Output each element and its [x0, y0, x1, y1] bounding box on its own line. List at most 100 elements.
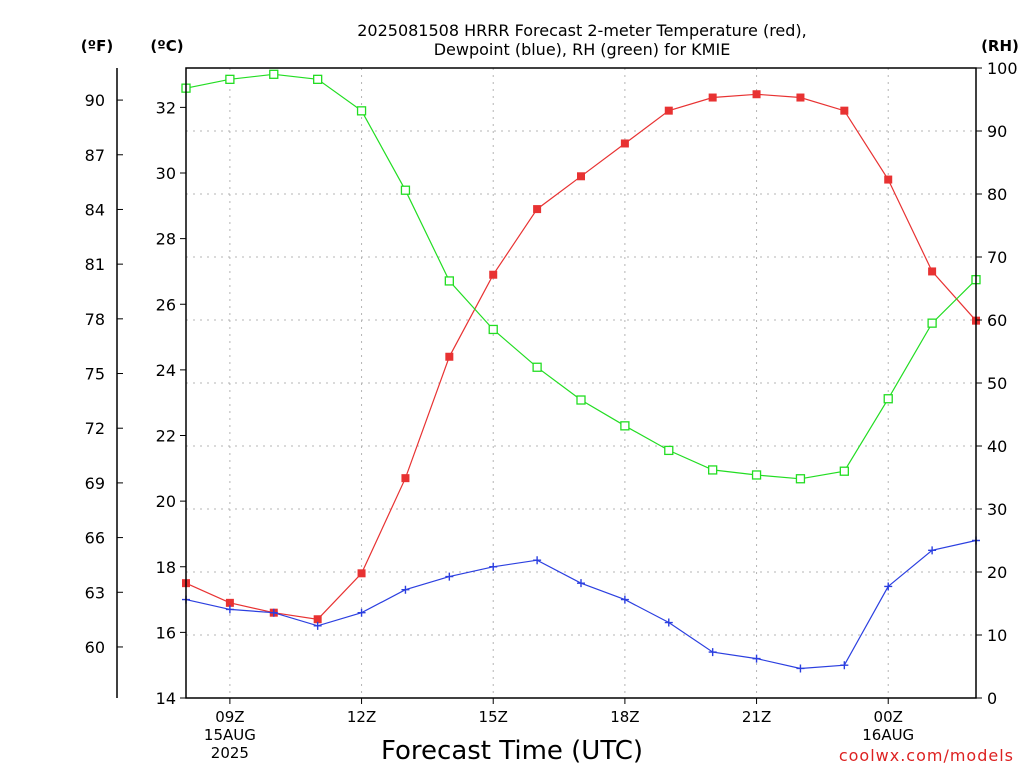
temperature-point: [840, 106, 849, 115]
chart-title-line2: Dewpoint (blue), RH (green) for KMIE: [434, 40, 731, 59]
rh-tick-label: 70: [987, 248, 1007, 267]
rh-point: [576, 395, 586, 405]
dewpoint-point: [796, 664, 805, 673]
temperature-point: [357, 569, 366, 578]
rh-point: [488, 324, 498, 335]
series-layer: [181, 69, 981, 673]
rh-point: [225, 74, 235, 84]
rh-line: [185, 73, 977, 480]
celsius-tick-label: 28: [156, 230, 176, 249]
x-tick-label: 00Z: [874, 708, 903, 726]
rh-point: [751, 470, 762, 480]
rh-point: [356, 106, 367, 116]
rh-tick-label: 40: [987, 437, 1007, 456]
unit-celsius: (ºC): [150, 37, 183, 55]
rh-tick-label: 30: [987, 500, 1007, 519]
temperature-point: [577, 172, 585, 181]
x-date-label: 16AUG: [862, 726, 914, 744]
temperature-point: [313, 615, 322, 624]
rh-tick-label: 100: [987, 59, 1018, 78]
unit-fahrenheit: (ºF): [81, 37, 113, 55]
watermark: coolwx.com/models: [839, 746, 1014, 765]
rh-tick-label: 90: [987, 122, 1007, 141]
fahrenheit-tick-label: 66: [85, 529, 105, 548]
grid: [186, 68, 976, 698]
fahrenheit-tick-label: 60: [85, 638, 105, 657]
temperature-point: [664, 106, 673, 115]
x-axis-title: Forecast Time (UTC): [381, 736, 643, 766]
dewpoint-point: [840, 661, 849, 670]
dewpoint-point: [664, 618, 673, 627]
celsius-tick-label: 24: [156, 361, 176, 380]
rh-point: [795, 474, 806, 484]
rh-point: [269, 69, 279, 79]
dewpoint-point: [884, 582, 893, 591]
dewpoint-point: [928, 546, 937, 555]
x-tick-label: 18Z: [610, 708, 639, 726]
fahrenheit-tick-label: 69: [85, 474, 105, 493]
unit-rh: (RH): [981, 37, 1019, 55]
temperature-point: [489, 270, 498, 279]
dewpoint-point: [752, 654, 761, 663]
celsius-tick-label: 14: [156, 689, 176, 708]
x-year-label: 2025: [211, 744, 249, 762]
chart-title-line1: 2025081508 HRRR Forecast 2-meter Tempera…: [357, 21, 807, 40]
celsius-tick-label: 18: [156, 558, 176, 577]
rh-tick-label: 20: [987, 563, 1007, 582]
celsius-tick-label: 16: [156, 623, 176, 642]
celsius-tick-label: 32: [156, 98, 176, 117]
dewpoint-point: [401, 585, 410, 594]
x-tick-label: 15Z: [479, 708, 508, 726]
dewpoint-point: [445, 572, 454, 581]
celsius-tick-label: 30: [156, 164, 176, 183]
temperature-point: [401, 474, 410, 483]
temperature-point: [533, 205, 542, 214]
dewpoint-point: [357, 608, 366, 617]
temperature-point: [928, 267, 937, 276]
temperature-point: [445, 352, 454, 361]
fahrenheit-tick-label: 84: [85, 200, 105, 219]
fahrenheit-tick-label: 72: [85, 419, 105, 438]
temperature-point: [225, 598, 234, 607]
fahrenheit-tick-label: 63: [85, 583, 105, 602]
celsius-tick-label: 20: [156, 492, 176, 511]
rh-tick-label: 10: [987, 626, 1007, 645]
dewpoint-line: [185, 539, 977, 670]
rh-point: [400, 185, 411, 195]
rh-tick-label: 60: [987, 311, 1007, 330]
rh-point: [620, 421, 630, 431]
temperature-point: [884, 175, 893, 184]
dewpoint-point: [489, 562, 498, 571]
fahrenheit-tick-label: 78: [85, 310, 105, 329]
rh-point: [839, 466, 849, 476]
dewpoint-point: [225, 605, 234, 614]
plot-frame: [185, 67, 977, 699]
fahrenheit-tick-label: 87: [85, 146, 105, 165]
rh-point: [313, 74, 323, 84]
dewpoint-point: [620, 595, 629, 604]
rh-point: [927, 318, 937, 328]
dewpoint-point: [577, 579, 585, 588]
rh-tick-label: 0: [987, 689, 997, 708]
celsius-tick-label: 22: [156, 427, 176, 446]
dewpoint-point: [313, 621, 322, 630]
fahrenheit-tick-label: 90: [85, 91, 105, 110]
rh-point: [532, 362, 542, 372]
rh-tick-label: 80: [987, 185, 1007, 204]
rh-point: [444, 276, 454, 286]
fahrenheit-tick-label: 81: [85, 255, 105, 274]
rh-point: [883, 394, 893, 404]
rh-point: [708, 465, 718, 475]
x-tick-label: 12Z: [347, 708, 376, 726]
rh-tick-label: 50: [987, 374, 1007, 393]
temperature-point: [620, 139, 629, 148]
fahrenheit-tick-label: 75: [85, 365, 105, 384]
temperature-point: [796, 93, 805, 102]
celsius-tick-label: 26: [156, 295, 176, 314]
temperature-point: [752, 90, 761, 99]
x-date-label: 15AUG: [204, 726, 256, 744]
dewpoint-point: [533, 556, 542, 565]
x-tick-label: 09Z: [215, 708, 244, 726]
